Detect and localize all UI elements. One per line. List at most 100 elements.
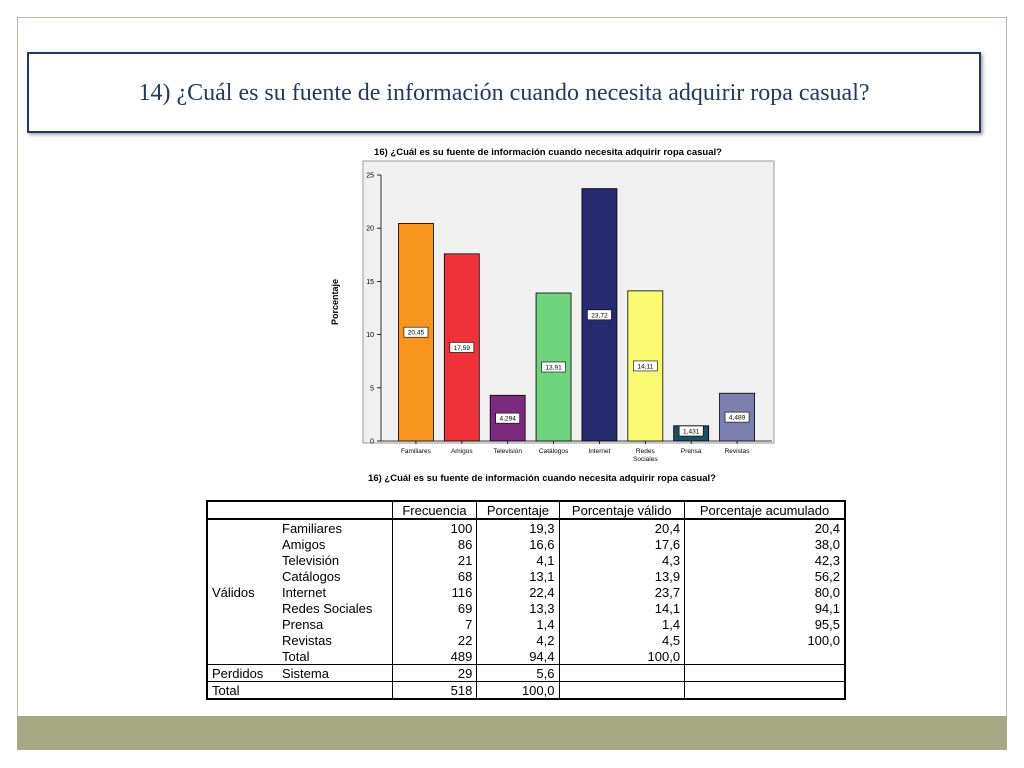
data-label-box: [678, 425, 704, 437]
table-header-frecuencia: Frecuencia: [391, 500, 477, 520]
table-cell-acumulado: [684, 681, 847, 700]
bars: 20,45 17,59 4,294 13,91 23,72 14,11 1,431 4,489: [398, 188, 755, 444]
data-label: 23,72: [591, 312, 608, 319]
frequency-table: Frecuencia Porcentaje Porcentaje válido …: [205, 500, 847, 700]
table-cell-acumulado: 80,0: [684, 584, 847, 600]
table-cell-frecuencia: 518: [391, 681, 477, 700]
table-cell-valido: 1,4: [558, 616, 685, 632]
table-header-row: Frecuencia Porcentaje Porcentaje válido …: [205, 500, 847, 520]
table-cell-porcentaje: 94,4: [476, 648, 559, 665]
table-cell-acumulado: 94,1: [684, 600, 847, 616]
data-label: 4,489: [729, 415, 746, 422]
table-cell-porcentaje: 5,6: [476, 664, 559, 682]
data-label: 17,59: [454, 345, 471, 352]
table-cell-acumulado: [684, 648, 847, 665]
table-cell-valido: 4,3: [558, 552, 685, 568]
table-row-label: Redes Sociales: [278, 600, 393, 616]
table-cell-porcentaje: 13,1: [476, 568, 559, 584]
table-cell-frecuencia: 22: [391, 632, 477, 648]
table-row: Total 489 94,4 100,0: [207, 648, 847, 665]
x-tick-label: Revistas: [725, 448, 751, 455]
table-cell-acumulado: [684, 664, 847, 682]
data-label: 13,91: [545, 364, 562, 371]
table-group-perdidos: Perdidos: [206, 664, 278, 682]
table-cell-frecuencia: 100: [391, 519, 477, 536]
x-axis-labels: Familiares Amigos Televisión Catálogos Inter…: [401, 448, 750, 463]
x-tick-label: Sociales: [633, 456, 658, 463]
data-label-box: [403, 326, 429, 338]
table-cell-valido: 4,5: [558, 632, 685, 648]
table-row-label: Total: [278, 648, 393, 665]
data-label-box: [587, 309, 612, 321]
data-label: 14,11: [637, 363, 653, 370]
table-cell-valido: [558, 664, 685, 682]
table-cell-valido: 13,9: [558, 568, 685, 584]
table-cell-acumulado: 20,4: [684, 519, 847, 536]
y-tick-label: 20: [366, 226, 374, 233]
table-cell-frecuencia: 68: [391, 568, 477, 584]
y-tick-label: 5: [370, 385, 374, 392]
table-cell-acumulado: 42,3: [684, 552, 847, 568]
table-cell-acumulado: 38,0: [684, 536, 847, 552]
table-total-label: Total: [205, 681, 393, 700]
table-cell-porcentaje: 16,6: [476, 536, 559, 552]
table-header-valido: Porcentaje válido: [558, 500, 685, 520]
data-label-box: [724, 411, 750, 423]
table-row-label: Catálogos: [278, 568, 393, 584]
bar-chart: 16) ¿Cuál es su fuente de información cu…: [330, 147, 775, 484]
table-cell-valido: 17,6: [558, 536, 685, 552]
data-label: 4,294: [500, 416, 517, 423]
table-cell-porcentaje: 100,0: [476, 681, 559, 700]
table-cell-frecuencia: 116: [391, 584, 477, 600]
table-cell-valido: 23,7: [558, 584, 685, 600]
table-body: Válidos Familiares 100 19,3 20,4 20,4 Amigos 86…: [205, 519, 847, 700]
table-cell-valido: 14,1: [558, 600, 685, 616]
y-tick-label: 15: [366, 279, 374, 286]
table-header-acumulado: Porcentaje acumulado: [684, 500, 847, 520]
table-row: Internet 116 22,4 23,7 80,0: [207, 584, 847, 600]
table-row-label: Internet: [278, 584, 393, 600]
table-header-blank: [205, 500, 393, 520]
data-label-box: [541, 361, 566, 373]
table-row-label: Prensa: [278, 616, 393, 632]
table-cell-valido: 100,0: [558, 648, 685, 665]
table-cell-frecuencia: 86: [391, 536, 477, 552]
table-cell-porcentaje: 4,1: [476, 552, 559, 568]
table-cell-frecuencia: 21: [391, 552, 477, 568]
table-cell-porcentaje: 13,3: [476, 600, 559, 616]
x-tick-label: Familiares: [401, 448, 432, 455]
table-cell-acumulado: 95,5: [684, 616, 847, 632]
data-label-box: [495, 412, 520, 424]
table-row-label: Familiares: [278, 519, 393, 536]
table-cell-porcentaje: 1,4: [476, 616, 559, 632]
table-header-porcentaje: Porcentaje: [476, 500, 559, 520]
slide-title-box: 14) ¿Cuál es su fuente de información cu…: [27, 52, 981, 133]
table-row: Amigos 86 16,6 17,6 38,0: [207, 536, 847, 552]
x-tick-label: Internet: [588, 448, 610, 455]
y-tick-label: 10: [366, 332, 374, 339]
x-tick-label: Redes: [636, 448, 656, 455]
table-row-label: Revistas: [278, 632, 393, 648]
x-tick-label: Prensa: [681, 448, 702, 455]
table-row: Redes Sociales 69 13,3 14,1 94,1: [207, 600, 847, 616]
x-tick-label: Catálogos: [539, 448, 569, 455]
table-cell-frecuencia: 29: [391, 664, 477, 682]
table-cell-frecuencia: 7: [391, 616, 477, 632]
data-label: 1,431: [683, 429, 700, 436]
table-row: Catálogos 68 13,1 13,9 56,2: [207, 568, 847, 584]
table-row: Televisión 21 4,1 4,3 42,3: [207, 552, 847, 568]
table-cell-frecuencia: 69: [391, 600, 477, 616]
table-row-label: Televisión: [278, 552, 393, 568]
table-row-total: Total 518 100,0: [205, 681, 847, 700]
table-group-validos: Válidos: [206, 519, 278, 665]
footer-band: [17, 716, 1007, 750]
y-axis-label: Porcentaje: [330, 279, 340, 325]
table-cell-acumulado: 56,2: [684, 568, 847, 584]
table-cell-valido: [558, 681, 685, 700]
x-tick-label: Amigos: [451, 448, 473, 455]
data-label-box: [449, 342, 475, 353]
table-title: 16) ¿Cuál es su fuente de información cu…: [368, 473, 716, 484]
table-cell-porcentaje: 22,4: [476, 584, 559, 600]
slide-title: 14) ¿Cuál es su fuente de información cu…: [138, 79, 870, 106]
y-tick-label: 0: [370, 439, 374, 446]
